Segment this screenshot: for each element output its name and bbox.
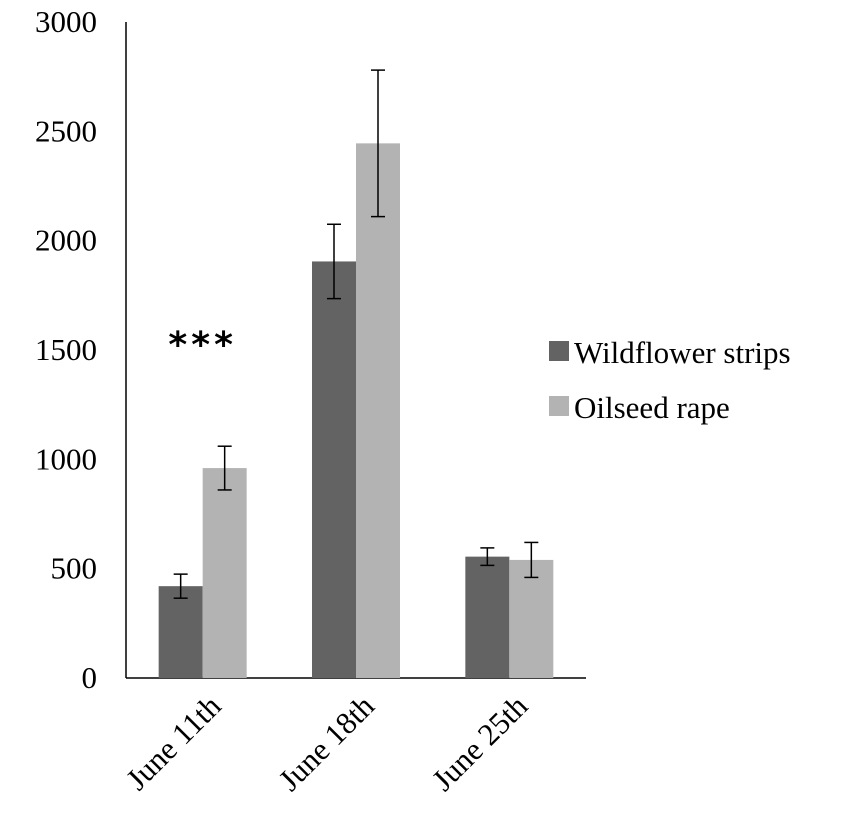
bar-oilseed-rape: [202, 468, 247, 678]
bar-wildflower-strips: [465, 556, 510, 678]
error-bar: [217, 445, 232, 491]
y-tick-label: 2500: [35, 113, 97, 148]
y-axis-ticks: 0 500 1000 1500 2000 2500 3000: [35, 4, 97, 695]
bar-wildflower-strips: [312, 261, 356, 678]
error-bar: [173, 573, 188, 599]
error-bar: [327, 223, 341, 300]
legend-label: Oilseed rape: [574, 390, 730, 425]
legend-swatch: [549, 341, 569, 361]
y-tick-label: 3000: [35, 4, 97, 39]
y-tick-label: 1000: [35, 441, 97, 476]
error-bars: [173, 69, 539, 599]
error-bar: [480, 547, 495, 567]
y-tick-label: 1500: [35, 332, 97, 367]
x-axis-ticks: June 11th June 18th June 25th: [119, 688, 535, 798]
bar-oilseed-rape: [509, 559, 554, 678]
bar-oilseed-rape: [356, 143, 400, 679]
bars: [158, 143, 554, 679]
legend-item: Wildflower strips: [549, 335, 791, 370]
legend-label: Wildflower strips: [574, 335, 791, 370]
significance-marker: ***: [168, 325, 236, 366]
legend-swatch: [549, 396, 569, 416]
error-bar: [371, 69, 385, 218]
legend-item: Oilseed rape: [549, 390, 730, 425]
y-tick-label: 2000: [35, 223, 97, 258]
bar-wildflower-strips: [158, 586, 203, 678]
x-tick-label: June 18th: [272, 688, 382, 798]
error-bar: [524, 541, 539, 579]
x-tick-label: June 25th: [425, 688, 535, 798]
y-tick-label: 0: [82, 660, 98, 695]
legend: Wildflower strips Oilseed rape: [549, 335, 791, 425]
x-tick-label: June 11th: [119, 688, 228, 797]
annotations: ***: [168, 325, 236, 366]
y-tick-label: 500: [51, 551, 98, 586]
